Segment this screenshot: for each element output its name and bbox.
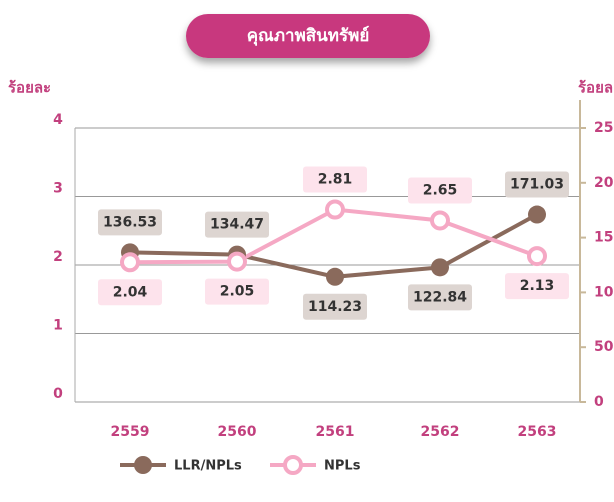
point <box>120 252 140 273</box>
point <box>431 258 449 277</box>
value-label-box <box>505 273 569 300</box>
y2-tick-label: 0 <box>594 394 604 410</box>
value-label-box <box>408 284 472 311</box>
value-label-box <box>303 166 367 193</box>
y2-tick-label: 150 <box>594 230 614 246</box>
x-tick-label: 2561 <box>316 424 355 440</box>
y2-tick-label: 200 <box>594 175 614 191</box>
value-label: 114.23 <box>308 299 362 315</box>
value-label-box <box>98 279 162 306</box>
value-label-box <box>303 293 367 320</box>
x-tick-label: 2563 <box>518 424 557 440</box>
legend-marker <box>283 455 303 475</box>
y-axis-label: ร้อยละ <box>8 79 51 97</box>
y-tick-label: 4 <box>53 112 63 128</box>
value-label-box <box>408 177 472 204</box>
value-label-box <box>505 171 569 198</box>
value-label-box <box>98 209 162 236</box>
legend-marker <box>134 456 152 474</box>
value-label-box <box>205 211 269 238</box>
point <box>326 267 344 286</box>
value-label: 134.47 <box>210 217 264 233</box>
value-label: 2.65 <box>423 182 458 198</box>
y2-tick-label: 250 <box>594 120 614 136</box>
point <box>325 199 345 220</box>
series-line <box>129 212 538 279</box>
legend-label: NPLs <box>324 459 361 474</box>
y2-tick-label: 50 <box>594 339 614 355</box>
x-tick-label: 2559 <box>111 424 150 440</box>
y2-axis-label: ร้อยละ <box>578 79 614 97</box>
x-tick-label: 2562 <box>421 424 460 440</box>
y2-tick-label: 100 <box>594 284 614 300</box>
chart-title: คุณภาพสินทรัพย์ <box>247 25 370 46</box>
title-pill <box>186 14 430 58</box>
value-label: 136.53 <box>103 214 157 230</box>
value-label: 2.81 <box>318 172 353 188</box>
value-label: 122.84 <box>413 289 467 305</box>
value-label: 2.13 <box>520 278 555 294</box>
y-tick-label: 3 <box>53 181 63 197</box>
value-label: 2.04 <box>113 284 148 300</box>
point <box>527 246 547 267</box>
value-label-box <box>205 278 269 305</box>
value-label: 2.05 <box>220 284 255 300</box>
point <box>528 205 546 224</box>
x-tick-label: 2560 <box>218 424 257 440</box>
point <box>430 210 450 231</box>
y-tick-label: 1 <box>53 318 63 334</box>
legend-label: LLR/NPLs <box>174 459 242 474</box>
point <box>227 251 247 272</box>
value-label: 171.03 <box>510 177 564 193</box>
y-tick-label: 2 <box>53 249 63 265</box>
y-tick-label: 0 <box>53 386 63 402</box>
